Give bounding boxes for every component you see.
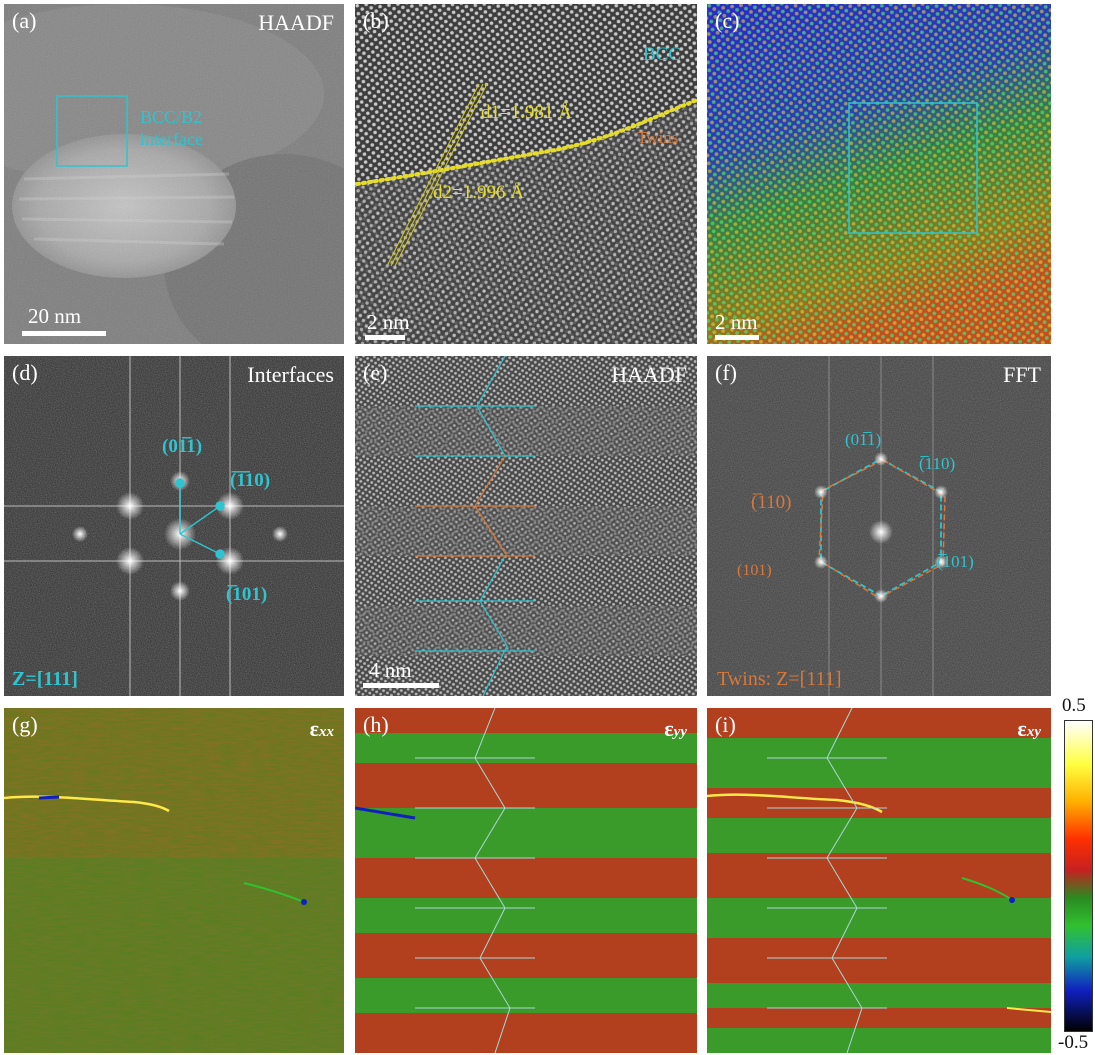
panel-title: FFT (1003, 362, 1041, 387)
strain-component-title: εxy (1017, 716, 1041, 742)
cyan-spot-110: (̅110) (919, 454, 956, 473)
scale-bar (365, 335, 405, 340)
panel-a-image (4, 4, 344, 344)
interface-annotation-line2: interface (140, 129, 203, 149)
spot-label-011: (01̅1) (162, 436, 203, 457)
panel-label: (g) (12, 712, 38, 737)
interface-annotation: BCC/B2 interface (140, 106, 203, 150)
panel-g-strain-exx: (g) εxx (4, 708, 344, 1053)
panel-c-image (707, 4, 1051, 344)
epsilon-symbol: ε (664, 716, 674, 741)
panel-label: (c) (715, 8, 740, 33)
scale-bar-label: 2 nm (367, 310, 410, 334)
d1-spacing: d1=1.981 Å (481, 102, 572, 123)
colorbar-min-label: -0.5 (1058, 1032, 1089, 1053)
panel-i-strain-exy: (i) εxy (707, 708, 1051, 1053)
spot-label-101: (̅101) (226, 584, 268, 605)
panel-e-image (355, 356, 697, 696)
panel-label: (a) (12, 8, 37, 33)
strain-subscript: xy (1026, 724, 1041, 740)
panel-title: Interfaces (247, 362, 334, 387)
panel-title: HAADF (611, 362, 687, 387)
scale-bar (22, 331, 106, 336)
scale-bar (363, 683, 439, 688)
strain-subscript: yy (673, 724, 687, 740)
panel-b-hrstem-image: (b) BCC Twins d1=1.981 Å d2=1.996 Å 2 nm (355, 4, 697, 344)
strain-colorbar (1064, 720, 1093, 1032)
panel-title: HAADF (258, 10, 334, 35)
spot-label-110: (̅1̅10) (230, 470, 271, 491)
scale-bar (715, 335, 759, 340)
panel-i-image (707, 708, 1051, 1053)
panel-label: (b) (363, 8, 389, 33)
panel-d-image (4, 356, 344, 696)
panel-b-image (355, 4, 697, 344)
epsilon-symbol: ε (1017, 716, 1027, 741)
panel-label: (i) (715, 712, 736, 737)
panel-h-strain-eyy: (h) εyy (355, 708, 697, 1053)
region-box (848, 102, 978, 234)
twins-zone-axis: Twins: Z=[111] (717, 668, 842, 690)
interface-box (56, 95, 128, 167)
scale-bar-label: 20 nm (28, 304, 82, 328)
panel-f-fft-twins: (f) FFT (01̅1) (̅110) (̅101) (̅110) (101… (707, 356, 1051, 696)
scale-bar-label: 2 nm (715, 310, 758, 334)
bcc-annotation: BCC (643, 44, 682, 65)
scale-bar-label: 4 nm (369, 658, 412, 682)
strain-component-title: εyy (664, 716, 687, 742)
panel-label: (h) (363, 712, 389, 737)
panel-c-phase-map: (c) 2 nm (707, 4, 1051, 344)
panel-d-fft-interfaces: (d) Interfaces (01̅1) (̅1̅10) (̅101) Z=[… (4, 356, 344, 696)
cyan-spot-011: (01̅1) (845, 430, 882, 449)
panel-label: (f) (715, 360, 737, 385)
panel-label: (d) (12, 360, 38, 385)
panel-g-image (4, 708, 344, 1053)
cyan-spot-101: (̅101) (937, 552, 974, 571)
zone-axis-label: Z=[111] (12, 668, 78, 690)
twins-annotation: Twins (637, 128, 679, 147)
panel-h-image (355, 708, 697, 1053)
panel-e-haadf-twins: (e) HAADF 4 nm (355, 356, 697, 696)
orange-spot-110: (̅110) (751, 492, 792, 513)
panel-label: (e) (363, 360, 388, 385)
epsilon-symbol: ε (309, 716, 319, 741)
colorbar-max-label: 0.5 (1062, 695, 1086, 716)
interface-dotted-line (355, 98, 697, 186)
panel-a-haadf-image: (a) HAADF BCC/B2 interface 20 nm (4, 4, 344, 344)
orange-spot-101: (101) (737, 562, 772, 579)
interface-annotation-line1: BCC/B2 (140, 107, 203, 127)
d2-spacing: d2=1.996 Å (433, 182, 524, 203)
panel-f-image (707, 356, 1051, 696)
strain-subscript: xx (319, 724, 334, 740)
strain-component-title: εxx (310, 716, 334, 742)
